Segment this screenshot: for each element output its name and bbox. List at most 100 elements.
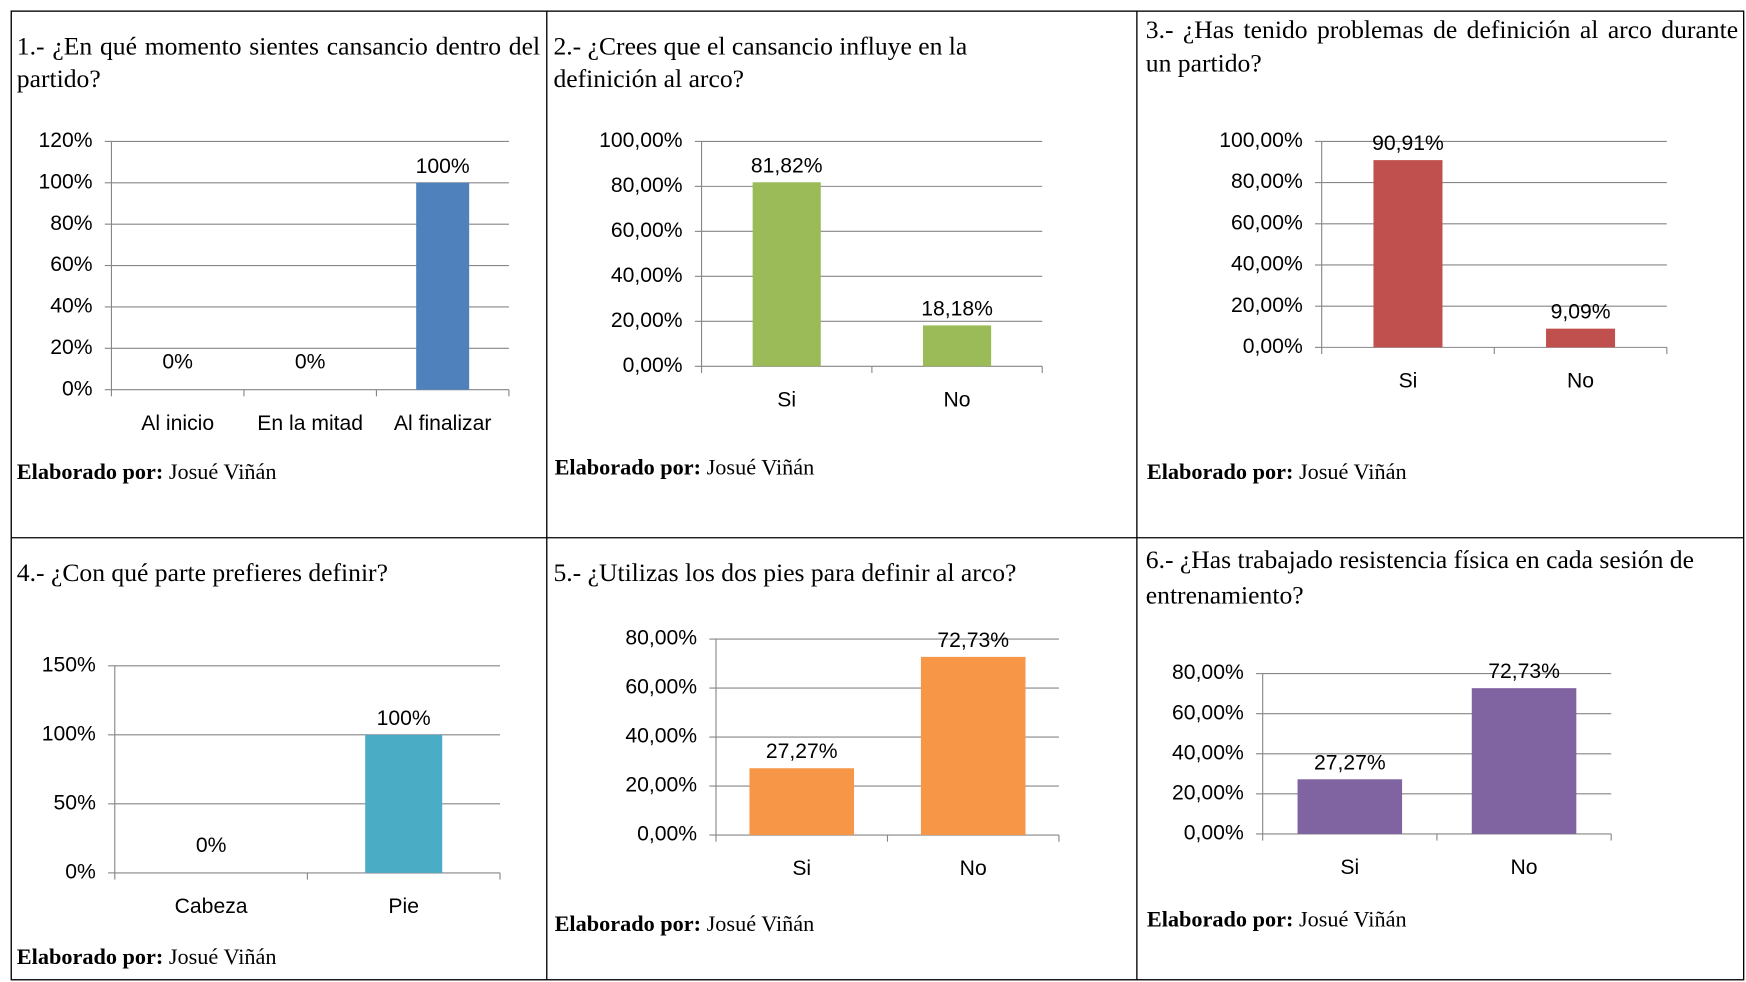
question: 4.- ¿Con qué parte prefieres definir? xyxy=(16,558,388,587)
bar xyxy=(1471,688,1577,834)
credit: Elaborado por: Josué Viñán xyxy=(1147,459,1407,484)
credit: Elaborado por: Josué Viñán xyxy=(555,911,815,936)
x-tick-label: Si xyxy=(1399,369,1418,392)
credit-name: Josué Viñán xyxy=(1299,906,1407,931)
value-label: 72,73% xyxy=(1488,660,1560,683)
y-tick-label: 60,00% xyxy=(625,676,697,699)
y-tick-label: 20,00% xyxy=(611,309,683,332)
question: 6.- ¿Has trabajado resistencia física en… xyxy=(1145,545,1694,610)
x-tick-label: No xyxy=(944,388,971,411)
y-tick-label: 20% xyxy=(50,336,93,359)
credit-name: Josué Viñán xyxy=(707,911,815,936)
x-tick-label: Si xyxy=(792,857,811,880)
bar xyxy=(920,656,1026,836)
credit: Elaborado por: Josué Viñán xyxy=(17,944,277,969)
value-label: 0% xyxy=(196,834,227,857)
x-tick-label: Cabeza xyxy=(175,895,248,918)
x-tick-label: Pie xyxy=(388,895,419,918)
question: 2.- ¿Crees que el cansancio influye en l… xyxy=(553,32,968,93)
y-tick-label: 100,00% xyxy=(599,129,683,152)
x-tick-label: Si xyxy=(1340,856,1359,879)
credit-label: Elaborado por: xyxy=(555,911,702,936)
y-tick-label: 20,00% xyxy=(1172,781,1244,804)
credit: Elaborado por: Josué Viñán xyxy=(17,459,277,484)
credit-name: Josué Viñán xyxy=(169,459,277,484)
y-tick-label: 40,00% xyxy=(625,725,697,748)
x-tick-label: Si xyxy=(777,388,796,411)
credit-label: Elaborado por: xyxy=(1147,459,1294,484)
y-tick-label: 60% xyxy=(50,253,93,276)
x-tick-label: No xyxy=(1511,856,1538,879)
y-tick-label: 100,00% xyxy=(1219,129,1303,152)
credit: Elaborado por: Josué Viñán xyxy=(555,454,815,479)
value-label: 9,09% xyxy=(1551,301,1611,324)
value-label: 81,82% xyxy=(751,154,823,177)
y-tick-label: 150% xyxy=(42,653,96,676)
credit-name: Josué Viñán xyxy=(707,454,815,479)
value-label: 100% xyxy=(416,155,470,178)
table-border xyxy=(10,10,1745,981)
bar xyxy=(752,182,821,367)
value-label: 72,73% xyxy=(937,629,1009,652)
question-box: 1.- ¿En qué momento sientes cansancio de… xyxy=(16,32,541,93)
y-tick-label: 0% xyxy=(65,860,96,883)
question-box: 5.- ¿Utilizas los dos pies para definir … xyxy=(553,558,1017,587)
question: 5.- ¿Utilizas los dos pies para definir … xyxy=(553,558,1017,587)
value-label: 0% xyxy=(295,351,326,374)
bar xyxy=(1373,160,1443,348)
y-tick-label: 40,00% xyxy=(1231,253,1303,276)
x-tick-label: En la mitad xyxy=(257,412,363,435)
y-tick-label: 20,00% xyxy=(1231,294,1303,317)
y-tick-label: 20,00% xyxy=(625,774,697,797)
y-tick-label: 50% xyxy=(54,791,97,814)
x-tick-label: Al inicio xyxy=(141,412,214,435)
y-tick-label: 0,00% xyxy=(1243,335,1303,358)
value-label: 27,27% xyxy=(766,740,838,763)
credit-name: Josué Viñán xyxy=(169,944,277,969)
y-tick-label: 80,00% xyxy=(1231,170,1303,193)
y-tick-label: 60,00% xyxy=(1231,211,1303,234)
y-tick-label: 0% xyxy=(62,377,93,400)
value-label: 100% xyxy=(377,707,431,730)
x-tick-label: No xyxy=(960,857,987,880)
bar xyxy=(749,768,855,836)
y-tick-label: 40% xyxy=(50,295,93,318)
x-tick-label: No xyxy=(1567,369,1594,392)
credit-label: Elaborado por: xyxy=(17,459,164,484)
y-tick-label: 0,00% xyxy=(1184,822,1244,845)
y-tick-label: 0,00% xyxy=(623,354,683,377)
question: 3.- ¿Has tenido problemas de definición … xyxy=(1145,15,1739,77)
y-tick-label: 40,00% xyxy=(1172,741,1244,764)
bar xyxy=(1297,779,1403,834)
question: 1.- ¿En qué momento sientes cansancio de… xyxy=(16,32,541,93)
y-tick-label: 80,00% xyxy=(611,174,683,197)
y-tick-label: 60,00% xyxy=(611,219,683,242)
y-tick-label: 80,00% xyxy=(1172,661,1244,684)
credit-label: Elaborado por: xyxy=(17,944,164,969)
bar xyxy=(416,182,470,390)
value-label: 0% xyxy=(162,351,193,374)
bar xyxy=(365,734,443,873)
credit-label: Elaborado por: xyxy=(1147,906,1294,931)
value-label: 18,18% xyxy=(921,297,993,320)
y-tick-label: 0,00% xyxy=(637,823,697,846)
value-label: 90,91% xyxy=(1372,132,1444,155)
y-tick-label: 100% xyxy=(42,722,96,745)
y-tick-label: 60,00% xyxy=(1172,701,1244,724)
question-box: 4.- ¿Con qué parte prefieres definir? xyxy=(16,558,388,587)
credit-label: Elaborado por: xyxy=(555,454,702,479)
y-tick-label: 120% xyxy=(38,129,92,152)
y-tick-label: 40,00% xyxy=(611,264,683,287)
y-tick-label: 80,00% xyxy=(625,627,697,650)
credit-name: Josué Viñán xyxy=(1299,459,1407,484)
question-box: 6.- ¿Has trabajado resistencia física en… xyxy=(1145,545,1694,610)
y-tick-label: 100% xyxy=(38,170,92,193)
bar xyxy=(1546,328,1616,348)
y-tick-label: 80% xyxy=(50,212,93,235)
x-tick-label: Al finalizar xyxy=(394,412,492,435)
credit: Elaborado por: Josué Viñán xyxy=(1147,906,1407,931)
value-label: 27,27% xyxy=(1314,751,1386,774)
question-box: 3.- ¿Has tenido problemas de definición … xyxy=(1145,15,1739,77)
bar xyxy=(922,325,992,367)
